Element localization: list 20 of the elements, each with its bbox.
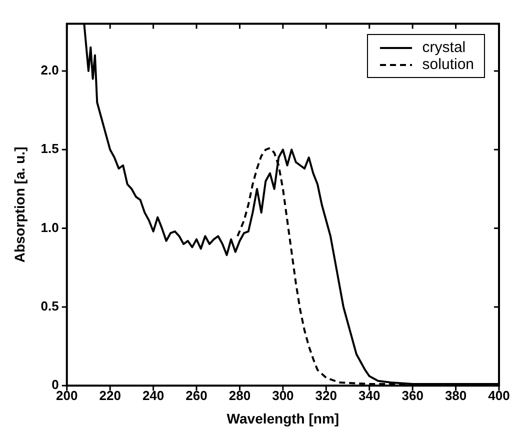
x-tick-label: 300	[272, 388, 294, 403]
x-tick-label: 200	[56, 388, 78, 403]
y-tick-label: 2.0	[40, 62, 59, 78]
y-tick-label: 1.5	[40, 141, 59, 156]
x-tick-label: 320	[315, 388, 337, 403]
x-tick-label: 360	[402, 388, 424, 403]
x-tick-label: 340	[358, 388, 380, 403]
legend-label: solution	[422, 56, 474, 73]
y-axis-title: Absorption [a. u.]	[11, 146, 28, 263]
y-tick-label: 1.0	[40, 220, 59, 235]
legend-label: crystal	[422, 39, 466, 56]
x-tick-label: 380	[444, 388, 467, 403]
x-tick-label: 240	[142, 388, 164, 403]
x-tick-label: 400	[488, 388, 510, 403]
y-tick-label: 0	[52, 377, 59, 392]
x-tick-label: 280	[228, 388, 251, 403]
x-axis-title: Wavelength [nm]	[226, 410, 340, 426]
y-tick-label: 0.5	[40, 298, 59, 314]
x-tick-label: 260	[186, 388, 208, 403]
x-tick-label: 220	[99, 388, 121, 403]
